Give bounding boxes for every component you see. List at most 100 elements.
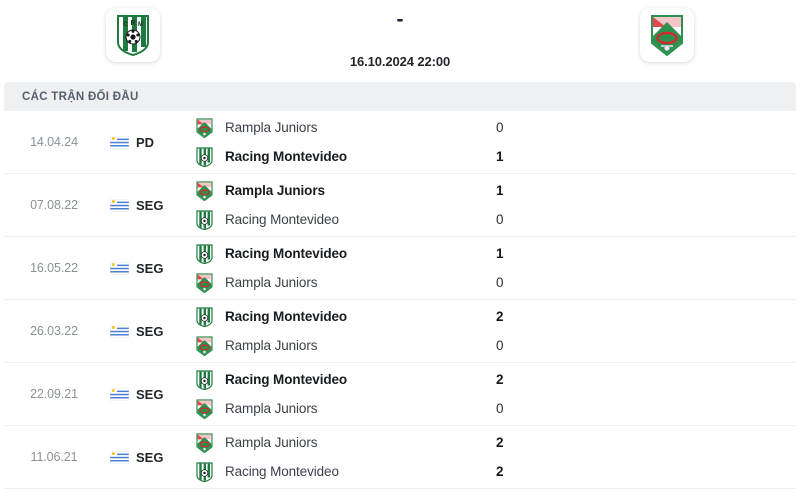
section-header-bar: CÁC TRẬN ĐỐI ĐẦU (4, 82, 796, 111)
score-block: - 16.10.2024 22:00 (266, 0, 534, 69)
score-value: 2 (496, 435, 504, 450)
uruguay-flag-icon (110, 135, 129, 149)
competition-code: SEG (136, 323, 164, 339)
rampla-juniors-crest-icon (196, 272, 225, 293)
team-name: Racing Montevideo (225, 372, 348, 387)
team-score: 2 (496, 433, 796, 453)
team-name: Rampla Juniors (225, 120, 318, 135)
score-value: 2 (496, 464, 504, 479)
rampla-juniors-crest-icon (196, 117, 225, 138)
score-separator: - (396, 8, 404, 31)
team-name: Racing Montevideo (225, 149, 348, 164)
team-name: Racing Montevideo (225, 212, 339, 227)
team-line: Rampla Juniors (196, 272, 496, 293)
uruguay-flag-icon (110, 450, 129, 464)
team-name: Rampla Juniors (225, 183, 325, 198)
match-datetime: 16.10.2024 22:00 (349, 54, 451, 69)
team-score: 0 (496, 273, 796, 293)
h2h-match-row[interactable]: 07.08.22 SEG Rampla Juniors Racing Montevid… (4, 174, 796, 237)
team-line: Rampla Juniors (196, 117, 496, 138)
team-score: 0 (496, 336, 796, 356)
svg-text:R: R (130, 20, 135, 27)
uruguay-flag-icon (110, 324, 129, 338)
teams-column: Racing Montevideo Rampla Juniors (192, 306, 496, 356)
match-date: 16.05.22 (30, 261, 78, 275)
team-score: 1 (496, 244, 796, 264)
team-score: 2 (496, 462, 796, 482)
rampla-juniors-crest-icon (196, 398, 225, 419)
section-title: CÁC TRẬN ĐỐI ĐẦU (22, 90, 139, 103)
h2h-match-row[interactable]: 11.06.21 SEG Rampla Juniors Racing Montevid… (4, 426, 796, 489)
svg-text:M: M (138, 22, 143, 28)
team-line: Rampla Juniors (196, 398, 496, 419)
team-line: Racing Montevideo (196, 146, 496, 167)
competition-code: SEG (136, 260, 164, 276)
racing-montevideo-crest-icon (196, 146, 225, 167)
match-date: 14.04.24 (30, 135, 78, 149)
team-name: Rampla Juniors (225, 435, 318, 450)
uruguay-flag-icon (110, 198, 129, 212)
h2h-match-row[interactable]: 26.03.22 SEG Racing Montevideo Rampla Junio… (4, 300, 796, 363)
score-value: 0 (496, 120, 504, 135)
team-score: 0 (496, 210, 796, 230)
team-line: Racing Montevideo (196, 209, 496, 230)
h2h-match-row[interactable]: 14.04.24 PD Rampla Juniors Racing Montevide… (4, 111, 796, 174)
competition-cell[interactable]: SEG (104, 198, 192, 213)
team-line: Rampla Juniors (196, 432, 496, 453)
competition-code: SEG (136, 197, 164, 213)
h2h-match-list: 14.04.24 PD Rampla Juniors Racing Montevide… (4, 111, 796, 489)
away-team-badge-container[interactable] (534, 0, 800, 62)
score-value: 2 (496, 372, 504, 387)
competition-cell[interactable]: SEG (104, 387, 192, 402)
teams-column: Rampla Juniors Racing Montevideo (192, 117, 496, 167)
competition-code: SEG (136, 449, 164, 465)
team-line: Racing Montevideo (196, 461, 496, 482)
score-value: 2 (496, 309, 504, 324)
team-line: Racing Montevideo (196, 369, 496, 390)
score-value: 1 (496, 183, 504, 198)
competition-code: SEG (136, 386, 164, 402)
team-score: 1 (496, 147, 796, 167)
team-name: Racing Montevideo (225, 309, 348, 324)
team-score: 0 (496, 118, 796, 138)
match-date: 26.03.22 (30, 324, 78, 338)
competition-cell[interactable]: PD (104, 135, 192, 150)
competition-cell[interactable]: SEG (104, 324, 192, 339)
competition-cell[interactable]: SEG (104, 450, 192, 465)
competition-cell[interactable]: SEG (104, 261, 192, 276)
rampla-juniors-crest-icon (196, 432, 225, 453)
match-date: 11.06.21 (30, 450, 78, 464)
uruguay-flag-icon (110, 261, 129, 275)
team-score: 2 (496, 370, 796, 390)
team-score: 2 (496, 307, 796, 327)
teams-column: Racing Montevideo Rampla Juniors (192, 369, 496, 419)
score-value: 1 (496, 246, 504, 261)
racing-montevideo-crest-icon: C R M (106, 8, 160, 62)
racing-montevideo-crest-icon (196, 369, 225, 390)
rampla-juniors-crest-icon (196, 335, 225, 356)
svg-text:C: C (123, 22, 128, 28)
team-name: Rampla Juniors (225, 338, 318, 353)
score-value: 0 (496, 212, 504, 227)
h2h-match-row[interactable]: 22.09.21 SEG Racing Montevideo Rampla Junio… (4, 363, 796, 426)
rampla-juniors-crest-icon (640, 8, 694, 62)
team-name: Rampla Juniors (225, 275, 318, 290)
h2h-match-row[interactable]: 16.05.22 SEG Racing Montevideo Rampla Junio… (4, 237, 796, 300)
score-value: 0 (496, 401, 504, 416)
match-date: 22.09.21 (30, 387, 78, 401)
home-team-badge-container[interactable]: C R M (0, 0, 266, 62)
team-name: Racing Montevideo (225, 246, 348, 261)
teams-column: Rampla Juniors Racing Montevideo (192, 432, 496, 482)
team-line: Racing Montevideo (196, 306, 496, 327)
team-score: 0 (496, 399, 796, 419)
score-value: 0 (496, 275, 504, 290)
match-date: 07.08.22 (30, 198, 78, 212)
score-value: 1 (496, 149, 504, 164)
teams-column: Rampla Juniors Racing Montevideo (192, 180, 496, 230)
